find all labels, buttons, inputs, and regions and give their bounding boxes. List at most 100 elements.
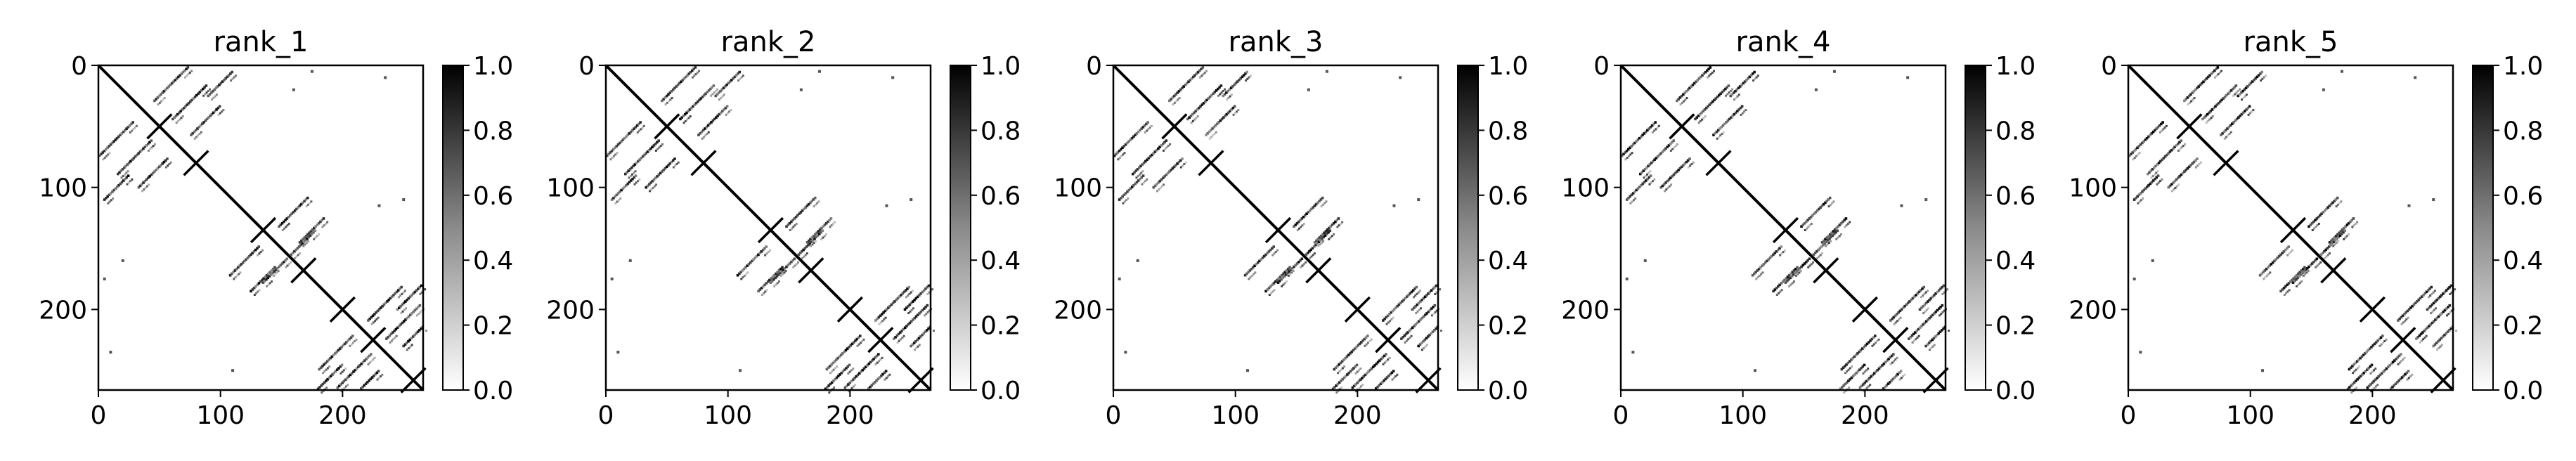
- contact-point: [824, 221, 828, 225]
- contact-point: [915, 346, 918, 349]
- contact-point: [1629, 202, 1632, 204]
- contact-point: [2284, 285, 2287, 288]
- contact-point: [131, 129, 134, 132]
- contact-point: [2139, 192, 2142, 195]
- strand-pair-block: [402, 325, 428, 351]
- contact-point: [809, 238, 812, 241]
- contact-point: [2198, 163, 2201, 166]
- contact-point: [926, 292, 929, 295]
- contact-segment: [2430, 367, 2457, 394]
- subplot-title: rank_4: [1736, 26, 1831, 58]
- contact-point: [2135, 155, 2137, 157]
- contact-point: [2211, 115, 2214, 118]
- contact-point: [2391, 385, 2394, 389]
- subplot-title: rank_2: [721, 26, 816, 58]
- contact-point: [1370, 367, 1373, 370]
- contact-point: [1902, 375, 1905, 378]
- contact-point: [1391, 378, 1394, 381]
- contact-point: [1631, 200, 1633, 203]
- contact-point: [134, 155, 137, 158]
- contact-point: [1905, 303, 1908, 306]
- contact-point: [633, 176, 636, 179]
- contact-point: [912, 318, 914, 321]
- contact-point: [1770, 254, 1773, 258]
- contact-point: [1796, 266, 1799, 269]
- contact-point: [164, 88, 167, 91]
- contact-point: [1134, 169, 1138, 172]
- contact-point: [2440, 294, 2443, 297]
- contact-point: [2172, 147, 2175, 150]
- contact-segment: [400, 367, 427, 394]
- strand-pair-block: [1118, 174, 1148, 204]
- strand-pair-block: [2426, 284, 2457, 315]
- contact-point: [911, 290, 914, 292]
- contact-point: [233, 278, 235, 280]
- contact-point: [680, 80, 682, 84]
- contact-point: [1252, 266, 1255, 269]
- contact-point: [258, 289, 261, 292]
- contact-point: [1188, 116, 1191, 119]
- contact-point: [1146, 158, 1148, 162]
- contact-point: [2400, 316, 2403, 319]
- contact-point: [1740, 113, 1742, 116]
- contact-point: [201, 122, 204, 125]
- contact-point: [1624, 158, 1627, 161]
- contact-point: [1134, 134, 1137, 136]
- contact-point: [794, 215, 798, 219]
- contact-point: [1653, 129, 1656, 132]
- contact-point: [167, 164, 169, 167]
- contact-point: [187, 102, 190, 105]
- contact-point: [2449, 284, 2453, 287]
- contact-point: [2367, 349, 2370, 352]
- contact-point: [2223, 96, 2227, 98]
- contact-point: [145, 144, 148, 147]
- contact-point: [2337, 240, 2340, 242]
- contact-point: [1832, 70, 1836, 73]
- contact-point: [2199, 83, 2202, 86]
- contact-point: [1376, 361, 1380, 364]
- contact-point: [912, 307, 915, 310]
- contact-point: [1926, 290, 1929, 292]
- contact-point: [2327, 245, 2331, 248]
- contact-point: [1168, 143, 1171, 145]
- contact-point: [2215, 103, 2219, 106]
- contact-point: [404, 300, 407, 303]
- contact-point: [905, 306, 908, 309]
- contact-point: [891, 76, 895, 79]
- contact-point: [2372, 379, 2376, 383]
- contact-point: [1626, 148, 1630, 151]
- contact-point: [2348, 386, 2351, 389]
- contact-point: [827, 384, 830, 387]
- contact-point: [1306, 252, 1309, 254]
- contact-point: [2335, 205, 2338, 208]
- strand-pair-block: [1293, 196, 1328, 231]
- contact-point: [1863, 346, 1865, 349]
- contact-point: [1245, 272, 1248, 275]
- contact-point: [716, 88, 719, 91]
- contact-point: [2243, 88, 2246, 91]
- contact-point: [1246, 369, 1250, 372]
- contact-point: [1860, 347, 1864, 350]
- contact-point: [213, 88, 216, 91]
- contact-point: [2359, 375, 2362, 377]
- contact-point: [2330, 239, 2333, 242]
- contact-point: [625, 135, 628, 138]
- contact-point: [1922, 294, 1924, 297]
- colorbar-gradient: [442, 65, 464, 391]
- strand-pair-block: [1882, 370, 1906, 390]
- contact-point: [2227, 92, 2229, 96]
- contact-point: [711, 119, 715, 122]
- contact-point: [2429, 294, 2432, 297]
- strand-pair-block: [645, 157, 680, 193]
- contact-point: [1344, 375, 1347, 377]
- contact-point: [1217, 87, 1219, 91]
- contact-point: [2422, 338, 2425, 341]
- contact-point: [1885, 384, 1889, 387]
- contact-point: [2378, 373, 2382, 377]
- contact-segment: [2127, 64, 2454, 391]
- contact-point: [105, 196, 108, 200]
- colorbar-tick-label: 0.4: [2503, 247, 2543, 275]
- contact-point: [2316, 224, 2319, 227]
- contact-point: [1643, 259, 1647, 262]
- contact-point: [1163, 183, 1165, 186]
